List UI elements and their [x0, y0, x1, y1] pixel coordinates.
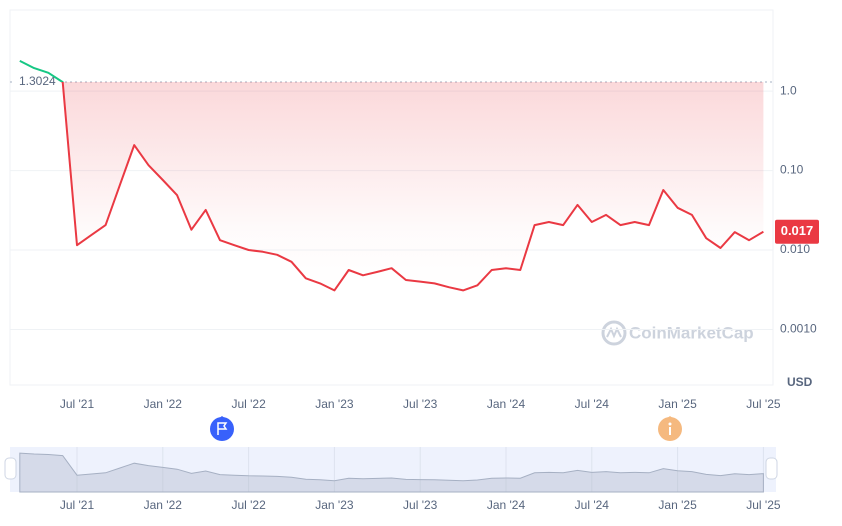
last-price-label: 0.017 — [781, 223, 814, 238]
navigator-handle-right[interactable] — [765, 457, 778, 480]
price-line — [19, 60, 764, 292]
navigator-tick-label: Jul '25 — [746, 498, 781, 512]
plot-frame — [9, 9, 774, 386]
navigator-tick-label: Jan '23 — [315, 498, 354, 512]
y-tick-label: 0.010 — [780, 242, 810, 256]
navigator-tick-label: Jan '22 — [144, 498, 183, 512]
x-tick-label: Jul '24 — [575, 397, 610, 411]
event-info[interactable] — [658, 416, 682, 441]
navigator-tick-label: Jul '23 — [403, 498, 438, 512]
navigator-window[interactable] — [10, 447, 776, 492]
navigator[interactable] — [4, 447, 778, 492]
x-tick-label: Jan '22 — [144, 397, 183, 411]
navigator-tick-label: Jul '21 — [60, 498, 95, 512]
x-tick-label: Jan '23 — [315, 397, 354, 411]
last-price-tag — [775, 219, 819, 244]
x-tick-label: Jan '25 — [658, 397, 697, 411]
navigator-handle-left[interactable] — [4, 457, 17, 480]
watermark: CoinMarketCap — [601, 320, 754, 346]
x-tick-label: Jul '23 — [403, 397, 438, 411]
y-tick-label: 1.0 — [780, 83, 797, 97]
y-tick-label: 0.0010 — [780, 322, 817, 336]
watermark-text: CoinMarketCap — [629, 323, 754, 342]
x-tick-label: Jul '25 — [746, 397, 781, 411]
navigator-tick-label: Jan '24 — [487, 498, 526, 512]
y-unit: USD — [787, 375, 813, 389]
y-tick-label: 0.10 — [780, 163, 804, 177]
navigator-tick-label: Jan '25 — [658, 498, 697, 512]
navigator-tick-label: Jul '24 — [575, 498, 610, 512]
x-tick-label: Jul '21 — [60, 397, 95, 411]
navigator-tick-label: Jul '22 — [231, 498, 266, 512]
x-tick-label: Jan '24 — [487, 397, 526, 411]
event-flag[interactable] — [210, 416, 234, 441]
price-area — [62, 82, 764, 291]
navigator-area — [19, 452, 764, 493]
x-tick-label: Jul '22 — [231, 397, 266, 411]
reference-label: 1.3024 — [19, 74, 56, 88]
